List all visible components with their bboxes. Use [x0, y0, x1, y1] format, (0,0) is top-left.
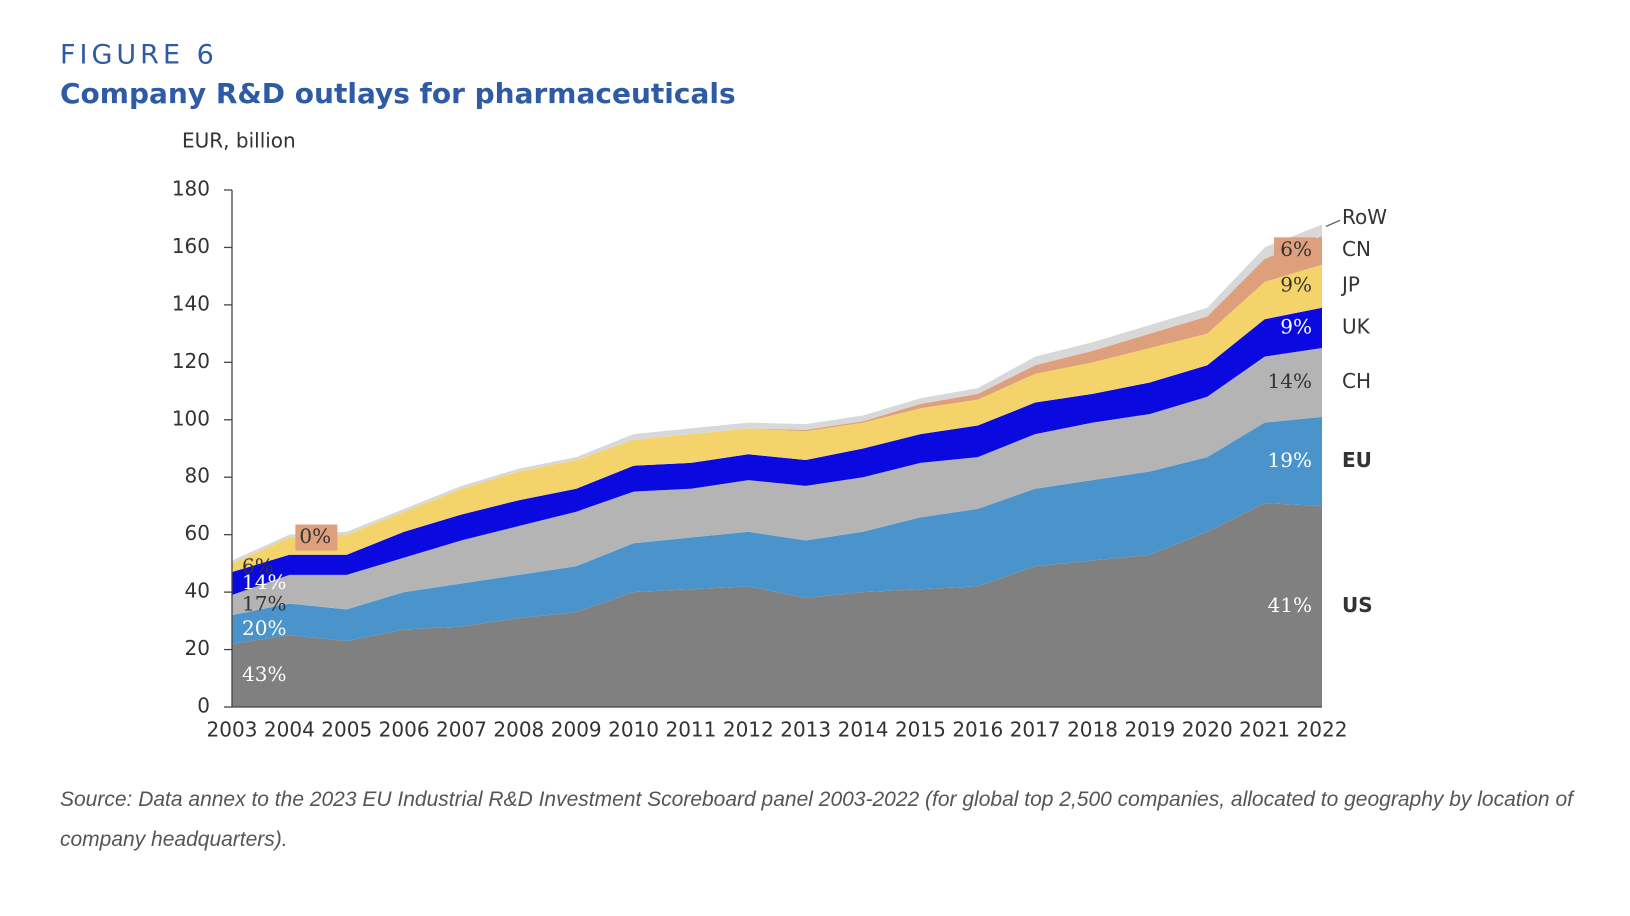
x-tick-label: 2015	[895, 718, 946, 742]
series-name: US	[1342, 593, 1373, 617]
share-label: 9%	[1280, 314, 1312, 338]
share-label: 14%	[242, 570, 286, 594]
y-tick-label: 40	[185, 579, 210, 603]
x-tick-label: 2003	[207, 718, 258, 742]
x-tick-label: 2014	[838, 718, 889, 742]
area	[232, 347, 1322, 616]
share-label: 19%	[1268, 448, 1312, 472]
y-axis-label: EUR, billion	[182, 129, 296, 153]
x-tick-label: 2019	[1124, 718, 1175, 742]
y-tick-label: 0	[197, 694, 210, 718]
y-tick-label: 60	[185, 521, 210, 545]
chart-title: Company R&D outlays for pharmaceuticals	[60, 77, 736, 110]
y-tick-label: 20	[185, 636, 210, 660]
source-note: Source: Data annex to the 2023 EU Indust…	[60, 788, 1573, 851]
series-name: UK	[1342, 314, 1371, 338]
y-tick-label: 100	[172, 406, 210, 430]
share-label: 41%	[1268, 593, 1312, 617]
x-tick-label: 2009	[551, 718, 602, 742]
x-tick-label: 2010	[608, 718, 659, 742]
x-tick-label: 2008	[493, 718, 544, 742]
x-tick-label: 2016	[952, 718, 1003, 742]
x-tick-label: 2013	[780, 718, 831, 742]
x-tick-label: 2021	[1239, 718, 1290, 742]
area	[232, 503, 1322, 707]
label-box	[1274, 237, 1316, 264]
y-tick-label: 180	[172, 177, 210, 201]
share-label: 0%	[299, 524, 331, 548]
x-tick-label: 2018	[1067, 718, 1118, 742]
x-tick-label: 2020	[1182, 718, 1233, 742]
x-tick-label: 2012	[723, 718, 774, 742]
share-label: 6%	[242, 554, 274, 578]
share-label: 14%	[1268, 369, 1312, 393]
x-tick-label: 2005	[321, 718, 372, 742]
series-name: JP	[1340, 273, 1360, 297]
label-box	[295, 524, 338, 551]
area	[232, 416, 1322, 644]
x-tick-label: 2011	[665, 718, 716, 742]
y-tick-label: 80	[185, 464, 210, 488]
x-tick-label: 2004	[264, 718, 315, 742]
series-name: EU	[1342, 448, 1372, 472]
y-tick-label: 160	[172, 234, 210, 258]
share-label: 9%	[1280, 273, 1312, 297]
x-tick-label: 2017	[1010, 718, 1061, 742]
area	[232, 264, 1322, 573]
x-tick-label: 2022	[1297, 718, 1348, 742]
chart: FIGURE 6 Company R&D outlays for pharmac…	[60, 40, 1387, 742]
share-label: 6%	[1280, 237, 1312, 261]
share-label: 43%	[242, 662, 286, 686]
leader-line	[1325, 219, 1341, 228]
series-name: RoW	[1342, 205, 1387, 229]
share-label: 17%	[242, 592, 286, 616]
share-label: 20%	[242, 616, 286, 640]
series-name: CN	[1342, 237, 1371, 261]
x-tick-label: 2006	[379, 718, 430, 742]
y-tick-label: 140	[172, 291, 210, 315]
y-tick-label: 120	[172, 349, 210, 373]
series-name: CH	[1342, 369, 1371, 393]
figure-kicker: FIGURE 6	[60, 40, 218, 71]
area	[232, 307, 1322, 595]
x-tick-label: 2007	[436, 718, 487, 742]
